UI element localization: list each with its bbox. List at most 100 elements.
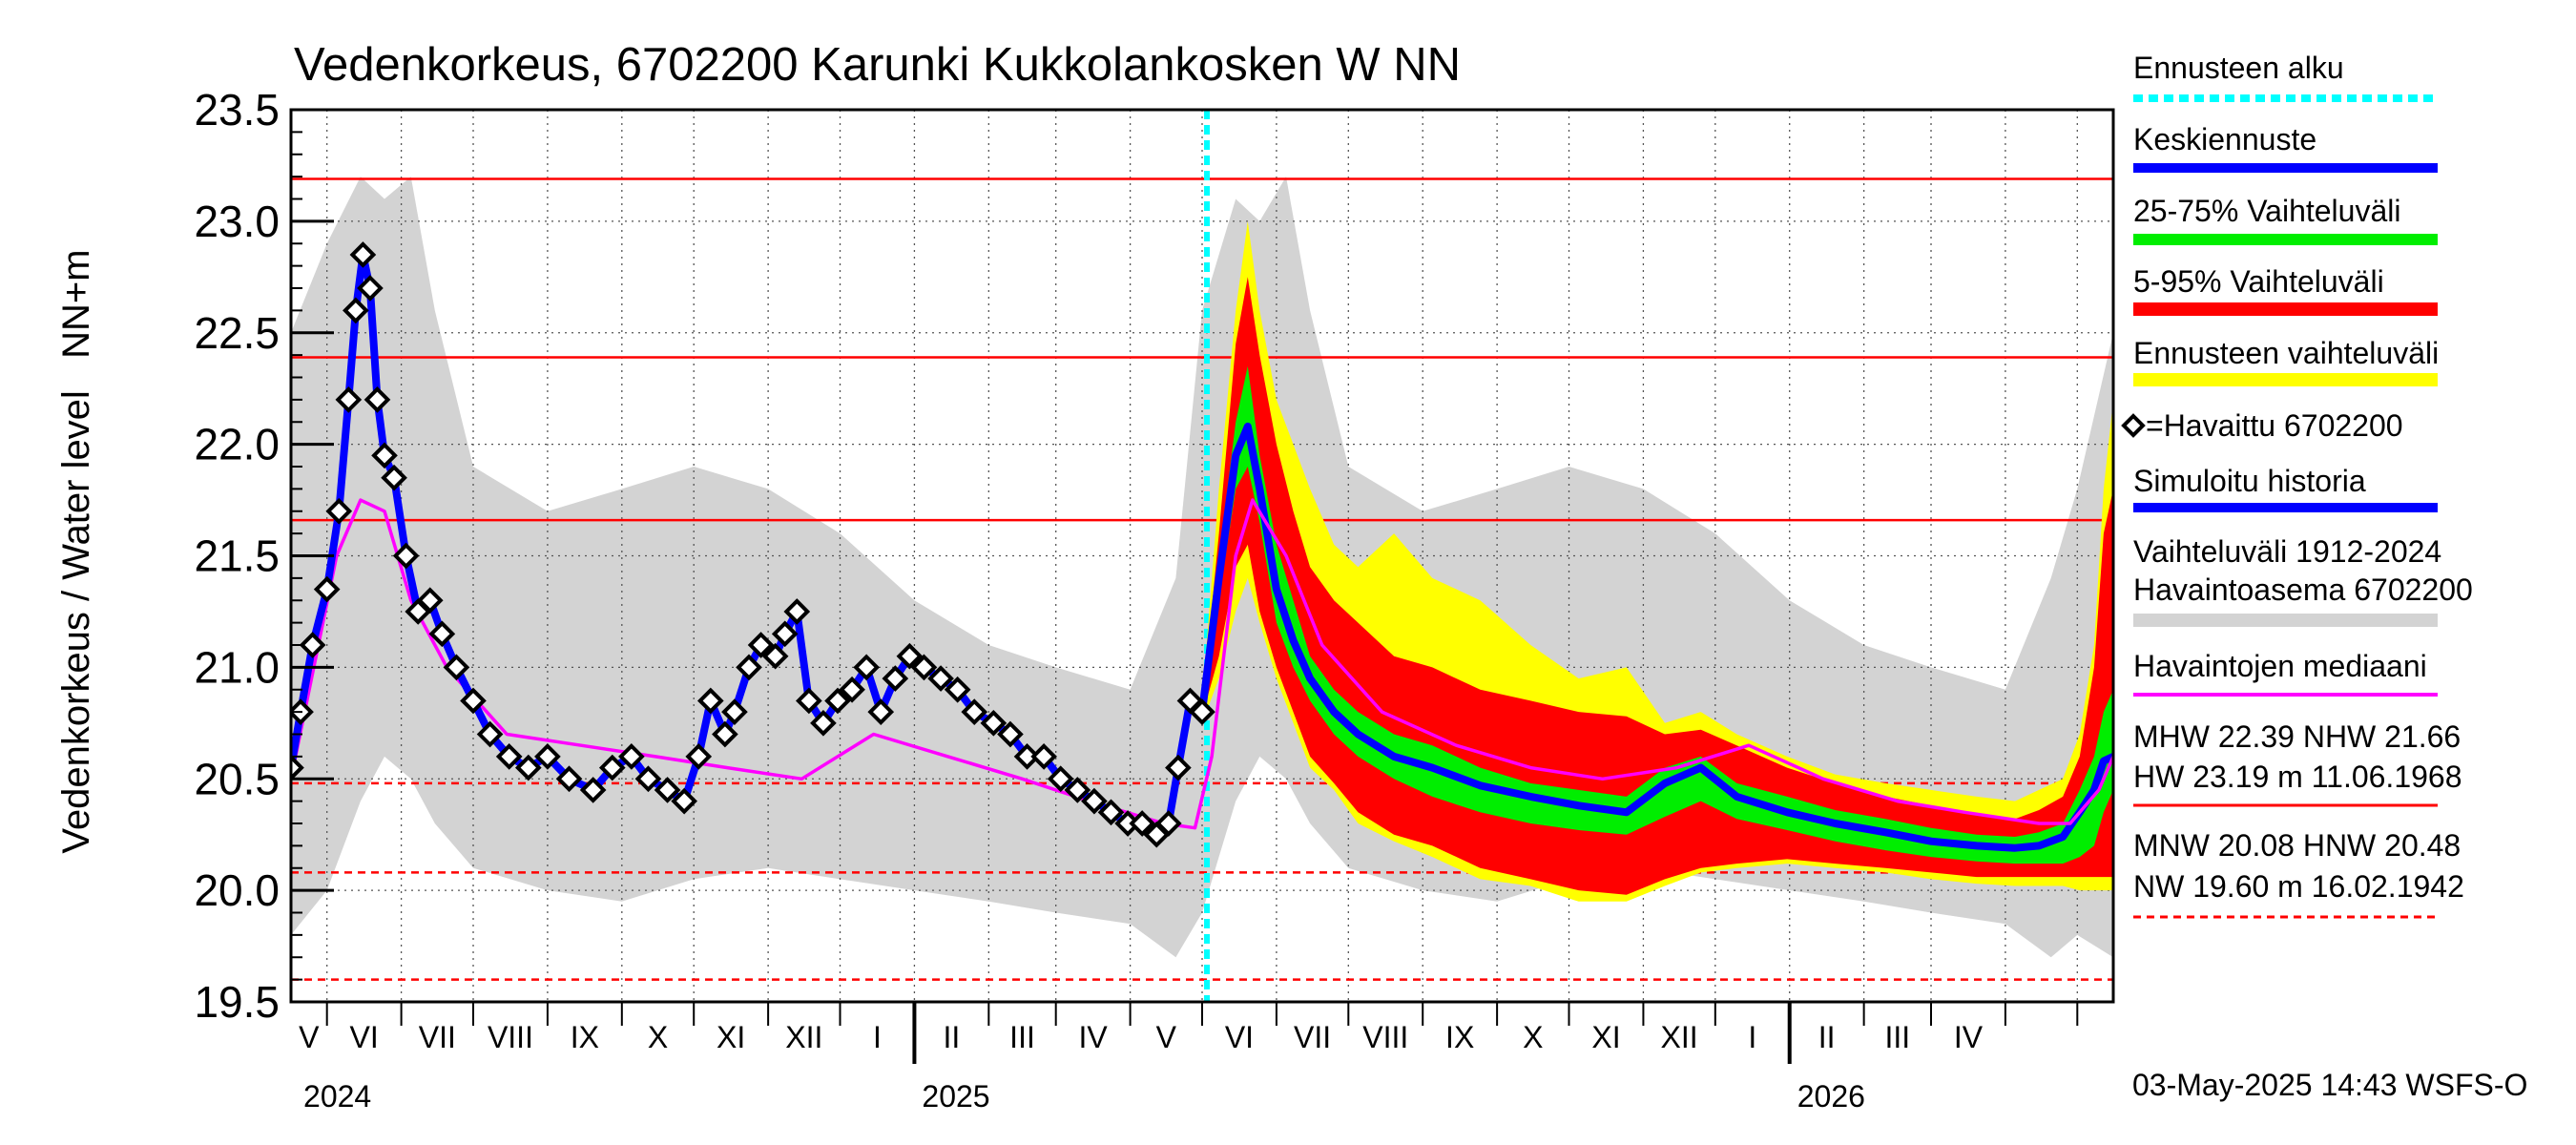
axes: 19.520.020.521.021.522.022.523.023.5V VI V… xyxy=(194,85,2079,1114)
month-label: II xyxy=(943,1020,960,1054)
observed-point xyxy=(618,743,645,770)
y-tick-label: 20.5 xyxy=(194,754,280,803)
month-label: VII xyxy=(419,1020,456,1054)
legend-observed-marker xyxy=(2121,413,2146,438)
legend-forecast-start-label: Ennusteen alku xyxy=(2133,51,2344,85)
observed-point xyxy=(443,654,470,681)
month-label: VIII xyxy=(1362,1020,1408,1054)
footer-timestamp: 03-May-2025 14:43 WSFS-O xyxy=(2132,1068,2527,1102)
y-tick-label: 22.0 xyxy=(194,420,280,469)
observed-point xyxy=(1030,743,1057,770)
year-label: 2025 xyxy=(922,1079,989,1114)
observed-point xyxy=(654,777,681,803)
month-label: VII xyxy=(1294,1020,1331,1054)
observed-point xyxy=(299,632,326,658)
chart-title: Vedenkorkeus, 6702200 Karunki Kukkolanko… xyxy=(294,39,1461,91)
y-axis-label: Vedenkorkeus / Water level NN+m xyxy=(55,249,97,853)
observed-point xyxy=(747,632,775,658)
month-label: IX xyxy=(1445,1020,1474,1054)
observed-point xyxy=(392,542,420,570)
observed-point xyxy=(910,654,938,681)
observed-point xyxy=(349,241,377,268)
month-label: XII xyxy=(785,1020,822,1054)
observed-point xyxy=(882,665,909,692)
observed-point xyxy=(721,698,748,725)
observed-point xyxy=(853,654,880,681)
observed-point xyxy=(712,720,738,748)
observed-point xyxy=(839,676,865,703)
observed-point xyxy=(313,575,341,603)
observed-point xyxy=(598,754,626,781)
observed-point xyxy=(685,743,713,770)
legend-hist-range-label: Vaihteluväli 1912-2024 xyxy=(2133,534,2441,569)
month-label: III xyxy=(1009,1020,1035,1054)
observed-point xyxy=(1047,765,1074,793)
year-label: 2024 xyxy=(303,1079,371,1114)
observed-point xyxy=(1165,754,1192,781)
legend-stats-mnw-hnw: MNW 20.08 HNW 20.48 xyxy=(2133,828,2461,863)
data-series xyxy=(291,220,2113,902)
observed-point xyxy=(291,754,304,781)
month-label: XI xyxy=(1591,1020,1620,1054)
observed-point xyxy=(1154,810,1182,837)
legend-ensemble-label: Ennusteen vaihteluväli xyxy=(2133,336,2439,370)
observed-point xyxy=(416,587,444,614)
observed-point xyxy=(335,386,363,413)
observed-point xyxy=(824,687,851,715)
observed-point xyxy=(514,754,542,781)
observed-point xyxy=(671,787,697,815)
observed-point xyxy=(761,642,789,670)
observed-point xyxy=(783,598,811,625)
y-tick-label: 21.0 xyxy=(194,642,280,692)
legend-p5-95-label: 5-95% Vaihteluväli xyxy=(2133,264,2384,299)
observed-point xyxy=(343,297,369,324)
observed-point xyxy=(460,687,487,715)
observed-point xyxy=(961,698,988,725)
y-tick-label: 21.5 xyxy=(194,531,280,581)
y-tick-label: 23.0 xyxy=(194,197,280,246)
legend-hist-range-station-label: Havaintoasema 6702200 xyxy=(2133,572,2473,607)
forecast-mean-line xyxy=(1198,422,2113,852)
month-label: VI xyxy=(1225,1020,1254,1054)
observed-point xyxy=(771,620,799,648)
observed-point xyxy=(997,720,1024,748)
y-tick-label: 22.5 xyxy=(194,308,280,358)
observed-point xyxy=(1081,787,1108,815)
observed-point xyxy=(736,654,762,681)
month-label: XII xyxy=(1661,1020,1698,1054)
observed-point xyxy=(1097,799,1125,826)
observed-point xyxy=(325,497,353,525)
observed-point xyxy=(927,665,954,692)
month-label: XI xyxy=(717,1020,745,1054)
month-label: II xyxy=(1818,1020,1836,1054)
month-label: III xyxy=(1884,1020,1910,1054)
observed-point xyxy=(371,442,398,469)
grid xyxy=(291,109,2113,1003)
month-label: I xyxy=(1748,1020,1756,1054)
month-label: VI xyxy=(350,1020,379,1054)
observed-point xyxy=(1064,777,1091,803)
month-label: V xyxy=(299,1020,320,1054)
month-label: V xyxy=(1156,1020,1177,1054)
month-label: I xyxy=(873,1020,882,1054)
legend-stats-mhw-nhw: MHW 22.39 NHW 21.66 xyxy=(2133,719,2461,754)
observed-point xyxy=(867,698,895,725)
observed-point xyxy=(428,620,456,648)
observed-point xyxy=(534,743,561,770)
month-label: X xyxy=(648,1020,668,1054)
observed-point xyxy=(476,720,504,748)
observed-point xyxy=(796,687,822,715)
legend-stats-hw: HW 23.19 m 11.06.1968 xyxy=(2133,760,2462,794)
legend-observed-label: =Havaittu 6702200 xyxy=(2146,408,2403,443)
observed-point xyxy=(579,777,607,803)
observed-point xyxy=(944,676,971,703)
month-label: IX xyxy=(571,1020,599,1054)
y-tick-label: 19.5 xyxy=(194,977,280,1027)
observed-point xyxy=(495,743,523,770)
observed-point xyxy=(810,709,837,737)
legend-simulated-label: Simuloitu historia xyxy=(2133,464,2366,498)
y-tick-label: 23.5 xyxy=(194,85,280,135)
observed-point xyxy=(364,386,391,413)
observed-point xyxy=(980,709,1008,737)
